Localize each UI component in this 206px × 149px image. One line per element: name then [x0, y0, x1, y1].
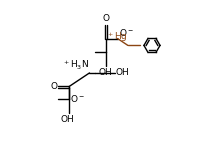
Text: OH: OH — [61, 115, 74, 124]
Text: O$^-$: O$^-$ — [70, 93, 84, 104]
Text: O$^-$: O$^-$ — [118, 27, 133, 38]
Text: OH: OH — [98, 68, 111, 77]
Text: $^+$Hg: $^+$Hg — [105, 31, 127, 44]
Text: O: O — [50, 82, 57, 91]
Text: O: O — [102, 14, 109, 23]
Text: $^+$H$_3$N: $^+$H$_3$N — [62, 59, 88, 72]
Text: OH: OH — [115, 68, 129, 77]
